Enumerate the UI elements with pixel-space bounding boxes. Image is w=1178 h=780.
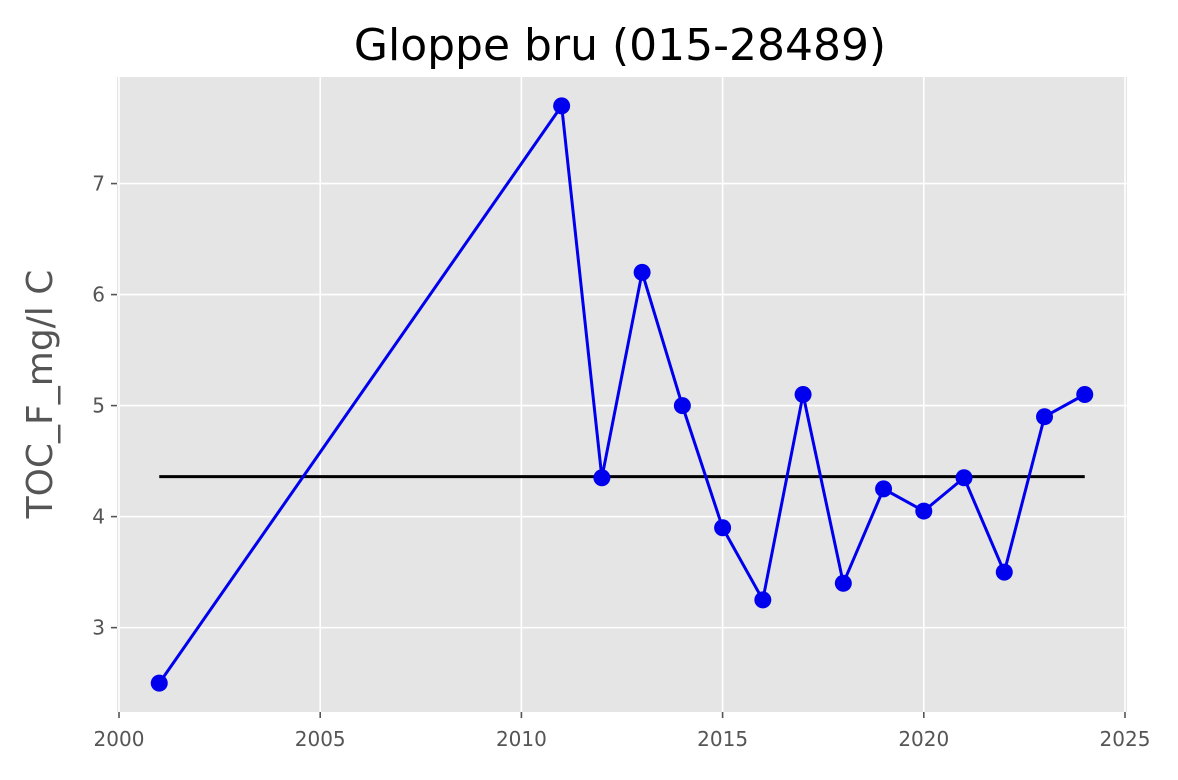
data-point	[754, 591, 772, 609]
data-point	[633, 263, 651, 281]
x-tick-label: 2005	[295, 727, 346, 751]
data-point	[995, 563, 1013, 581]
y-tick-label: 4	[92, 505, 105, 529]
data-point	[794, 386, 812, 403]
data-point	[955, 469, 973, 487]
data-point	[714, 519, 732, 537]
data-point	[1076, 386, 1094, 403]
series-group	[150, 97, 1094, 692]
axis-ticks: 2000 2005 2010 2015 2020 2025 3 4 5 6 7	[92, 172, 1150, 751]
x-tick-label: 2010	[496, 727, 547, 751]
grid-lines	[117, 77, 1127, 712]
x-tick-label: 2015	[697, 727, 748, 751]
data-point	[593, 469, 611, 487]
y-axis-label: TOC_F_mg/l C	[20, 270, 61, 520]
y-tick-label: 6	[92, 283, 105, 307]
data-point	[673, 397, 691, 415]
chart-title: Gloppe bru (015-28489)	[354, 20, 886, 71]
plot-area	[117, 77, 1127, 712]
x-tick-label: 2025	[1100, 727, 1151, 751]
data-point	[915, 502, 933, 520]
data-point	[875, 480, 893, 498]
x-tick-label: 2020	[898, 727, 949, 751]
x-tick-label: 2000	[94, 727, 145, 751]
data-point	[1036, 408, 1054, 426]
y-tick-label: 3	[92, 616, 105, 640]
data-point	[553, 97, 571, 115]
y-tick-label: 7	[92, 172, 105, 196]
y-tick-label: 5	[92, 394, 105, 418]
data-point	[834, 574, 852, 592]
data-point	[150, 674, 168, 692]
